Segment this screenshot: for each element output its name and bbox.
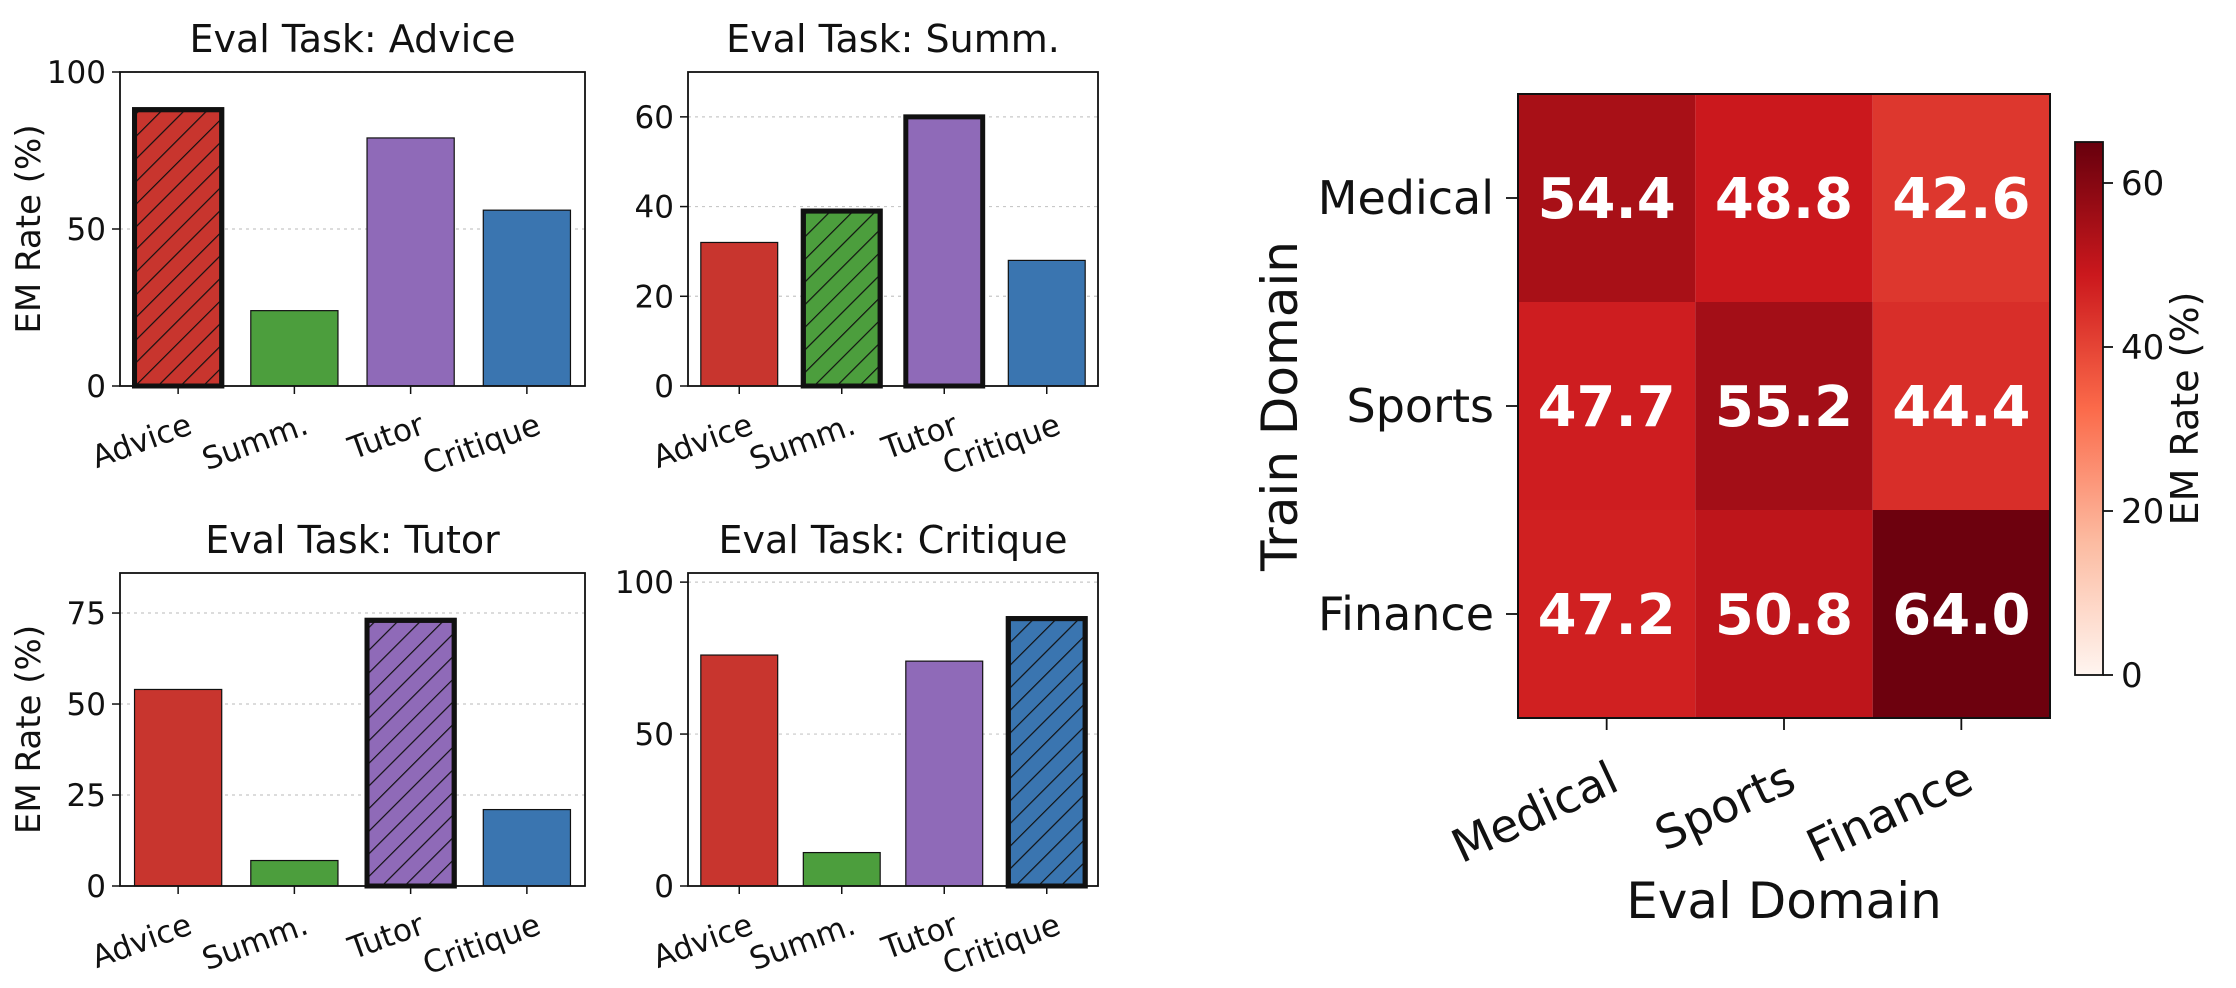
y-tick-label: 0: [654, 369, 674, 405]
y-tick-label: 50: [635, 717, 674, 753]
y-tick-label: 0: [86, 369, 106, 405]
heatmap-cell-value: 47.2: [1538, 583, 1676, 648]
y-tick-label: 25: [67, 778, 106, 814]
heatmap-panel: 54.4 48.8 42.6 47.7 55.2 44.4 47.2 50.8 64.0 Medi…: [1251, 93, 2207, 930]
x-tick-label: Tutor: [343, 907, 430, 968]
bar-summ: [250, 859, 339, 887]
heatmap-cell-value: 55.2: [1715, 375, 1853, 440]
heatmap-cell-value: 54.4: [1538, 167, 1676, 232]
colorbar-tick-label: 60: [2121, 164, 2164, 204]
bar-summ: [250, 310, 339, 387]
heatmap-cell: [1518, 510, 1696, 718]
colorbar-tick-label: 40: [2121, 328, 2164, 368]
heatmap-cell: [1695, 510, 1873, 718]
heatmap-x-tick-label: Medical: [1443, 750, 1626, 873]
heatmap-cell: [1872, 94, 2050, 302]
heatmap-cell: [1695, 94, 1873, 302]
heatmap-cell: [1872, 510, 2050, 718]
colorbar-tick-label: 0: [2121, 656, 2143, 696]
x-tick-label: Advice: [87, 407, 196, 476]
bar-critique: [482, 209, 572, 387]
bar-hatch: [364, 617, 457, 889]
colorbar-label: EM Rate (%): [2163, 292, 2207, 526]
axes-frame: [119, 71, 586, 387]
heatmap-cell: [1695, 302, 1873, 510]
heatmap-y-tick-label: Finance: [1318, 587, 1494, 641]
y-tick-label: 100: [615, 565, 674, 601]
colorbar-tick-label: 20: [2121, 492, 2164, 532]
heatmap-cell-value: 50.8: [1715, 583, 1853, 648]
bar-hatch: [1005, 616, 1088, 889]
panel-title: Eval Task: Tutor: [205, 518, 500, 562]
x-tick-label: Critique: [938, 407, 1065, 483]
x-tick-label: Advice: [648, 907, 757, 976]
axes-frame: [687, 572, 1099, 887]
heatmap-cell: [1518, 94, 1696, 302]
heatmap-y-axis-label: Train Domain: [1251, 241, 1309, 572]
y-tick-label: 100: [47, 55, 106, 91]
bar-tutor: [366, 137, 455, 387]
heatmap-cell-value: 64.0: [1892, 583, 2030, 648]
y-axis-label: EM Rate (%): [9, 625, 49, 834]
bar-advice: [700, 241, 779, 387]
y-tick-label: 20: [635, 279, 674, 315]
bar-tutor: [905, 660, 984, 887]
heatmap-y-tick-label: Sports: [1347, 379, 1494, 433]
panel-title: Eval Task: Advice: [189, 17, 515, 61]
x-tick-label: Advice: [87, 907, 196, 976]
heatmap-x-axis-label: Eval Domain: [1626, 872, 1942, 930]
bar-advice: [133, 688, 223, 887]
heatmap-cell-value: 47.7: [1538, 375, 1676, 440]
y-tick-label: 0: [654, 869, 674, 905]
y-tick-label: 0: [86, 869, 106, 905]
x-tick-label: Tutor: [343, 407, 430, 468]
y-tick-label: 50: [67, 212, 106, 248]
axes-frame: [687, 71, 1099, 387]
x-tick-label: Critique: [938, 907, 1065, 983]
heatmap-cell-value: 42.6: [1892, 167, 2030, 232]
heatmap-cell: [1872, 302, 2050, 510]
bar-critique: [1007, 259, 1086, 387]
heatmap-x-tick-label: Sports: [1647, 750, 1803, 861]
axes-frame: [119, 572, 586, 887]
x-tick-label: Advice: [648, 407, 757, 476]
x-tick-label: Summ.: [197, 407, 312, 478]
bar-tutor: [903, 114, 986, 389]
x-tick-label: Summ.: [745, 407, 860, 478]
y-tick-label: 75: [67, 596, 106, 632]
y-tick-label: 50: [67, 687, 106, 723]
heatmap-cell-value: 44.4: [1892, 375, 2030, 440]
heatmap-y-tick-label: Medical: [1318, 171, 1494, 225]
x-tick-label: Summ.: [197, 907, 312, 978]
x-tick-label: Summ.: [745, 907, 860, 978]
bar-hatch: [132, 107, 225, 389]
panel-title: Eval Task: Summ.: [726, 17, 1060, 61]
bar-hatch: [800, 208, 883, 389]
panel-title: Eval Task: Critique: [718, 518, 1067, 562]
colorbar: [2074, 141, 2104, 676]
heatmap-x-tick-label: Finance: [1798, 750, 1980, 873]
bar-advice: [700, 654, 779, 887]
heatmap-cell-value: 48.8: [1715, 167, 1853, 232]
y-tick-label: 40: [635, 190, 674, 226]
bar-critique: [482, 808, 572, 887]
x-tick-label: Critique: [418, 907, 545, 983]
x-tick-label: Critique: [418, 407, 545, 483]
bar-summ: [802, 851, 881, 887]
heatmap-cell: [1518, 302, 1696, 510]
y-tick-label: 60: [635, 100, 674, 136]
y-axis-label: EM Rate (%): [9, 124, 49, 333]
